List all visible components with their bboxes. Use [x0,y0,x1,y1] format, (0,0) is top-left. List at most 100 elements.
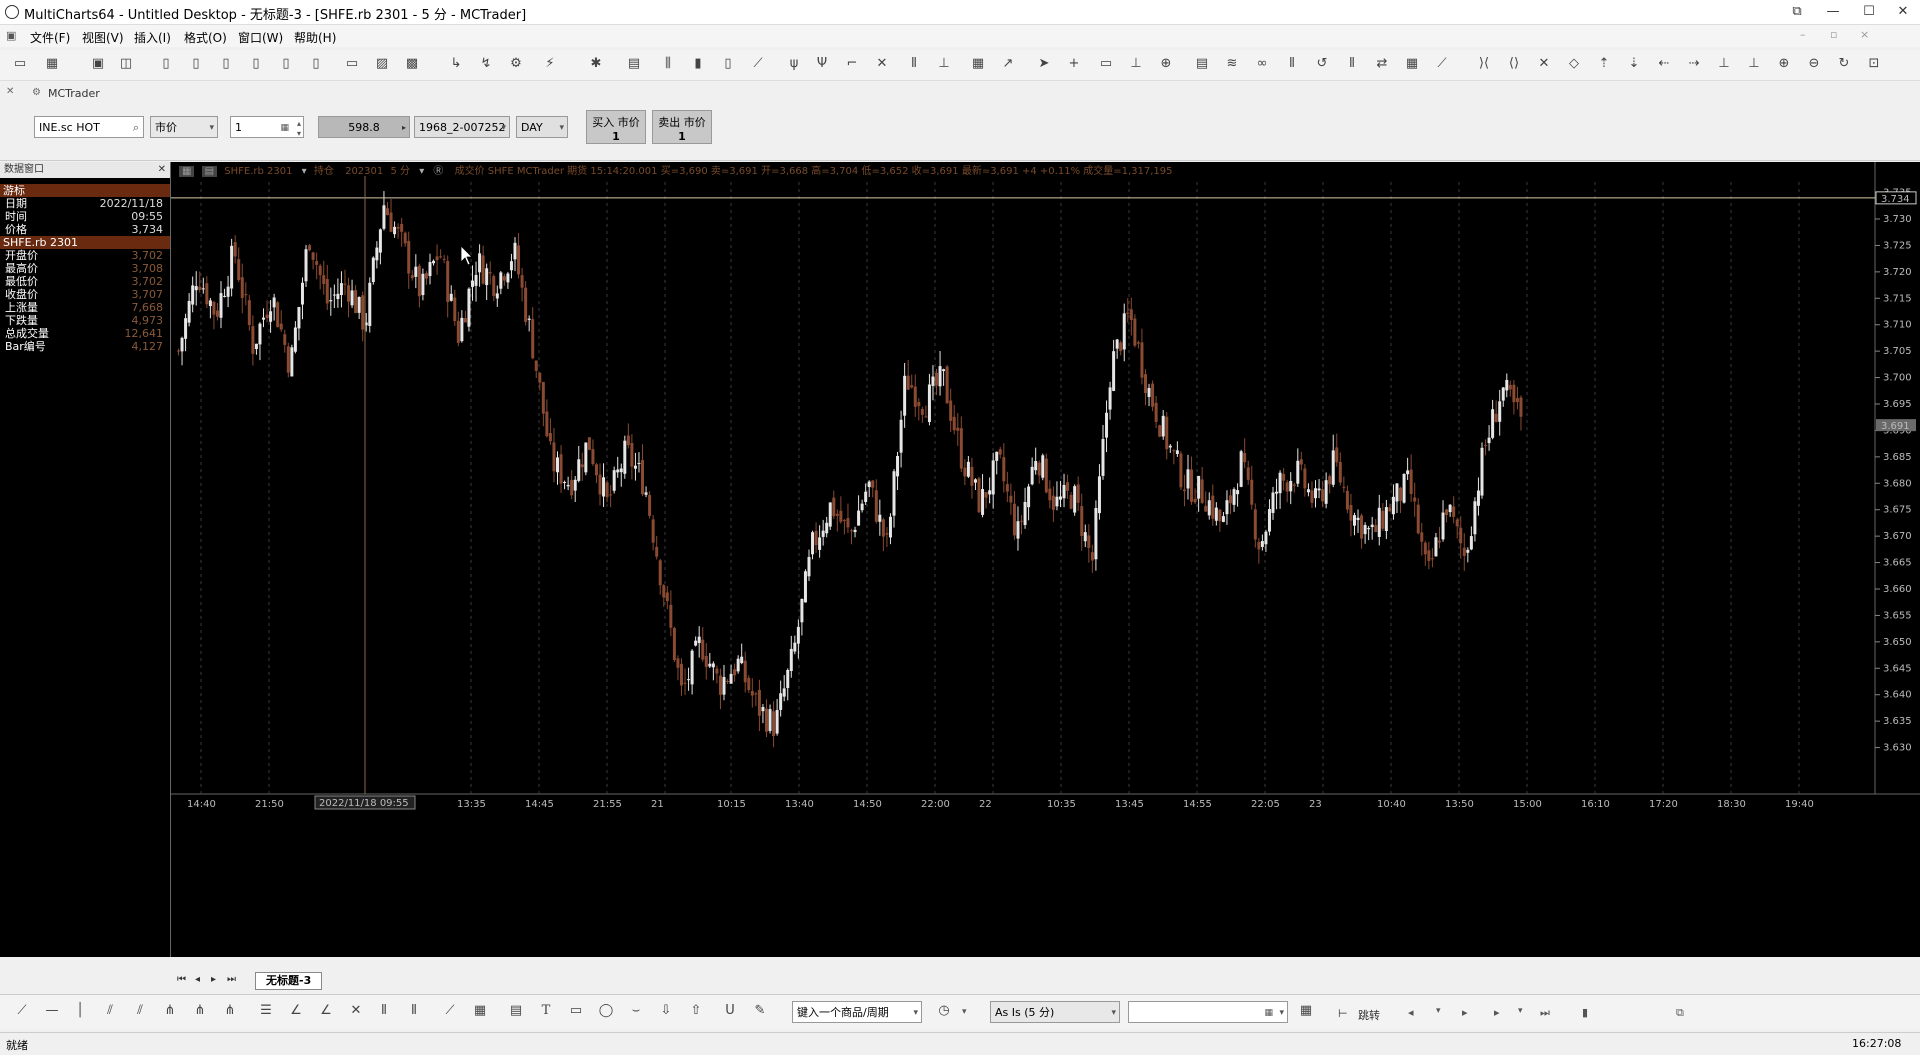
chevron-down-icon[interactable]: ▾ [962,1007,967,1017]
calc-draw-icon[interactable]: ▤ [509,1003,523,1018]
interval-select[interactable]: As Is (5 分) ▾ [990,1001,1120,1023]
tab-first-icon[interactable]: ⏮ [177,974,186,985]
symbol-field[interactable]: INE.sc HOT ⌕ [34,116,144,138]
scroll-up-icon[interactable]: ⇡ [1598,56,1610,71]
clock-icon[interactable]: ◷ [938,1003,950,1018]
chevron-down-icon[interactable]: ▾ [1518,1006,1523,1016]
doc2-icon[interactable]: ▯ [192,56,200,71]
reset-x-icon[interactable]: ✕ [1538,56,1550,71]
candle-icon[interactable]: ▮ [694,56,702,71]
trendline-icon[interactable]: ⟋ [17,1003,27,1018]
link-icon[interactable]: ∞ [1256,56,1268,71]
magnify-in-icon[interactable]: ⊕ [1778,56,1790,71]
trader-close-icon[interactable]: ✕ [6,86,15,97]
replay-icon[interactable]: ▮ [1582,1006,1589,1019]
settings-icon[interactable]: ✱ [590,56,602,71]
order-type-select[interactable]: 市价 ▾ [150,116,218,138]
menu-format[interactable]: 格式(O) [184,31,227,45]
stepper-up-icon[interactable]: ▴ [296,119,301,128]
menu-view[interactable]: 视图(V) [82,31,124,45]
strategy-icon[interactable]: ⚙ [510,56,522,71]
minimize-button[interactable]: — [1826,4,1840,19]
volume-icon[interactable]: ⦀ [1349,56,1355,71]
step-back-icon[interactable]: ◂ [1408,1006,1414,1019]
calendar2-icon[interactable]: ▦ [1299,1003,1313,1018]
jump-button[interactable]: 跳转 [1358,1009,1380,1022]
menu-help[interactable]: 帮助(H) [294,31,337,45]
grid-icon[interactable]: ▦ [971,56,985,71]
bars-icon[interactable]: ⦀ [911,56,917,71]
sell-market-button[interactable]: 卖出 市价 1 [652,110,712,144]
parallel-icon[interactable]: ⫽ [137,1003,143,1018]
anchor-icon[interactable]: ⊥ [1718,56,1730,71]
search-icon[interactable]: ⌕ [132,121,139,134]
close-button[interactable]: ✕ [1897,4,1909,19]
order-icon[interactable]: ⇄ [1376,56,1388,71]
anchor2-icon[interactable]: ⊥ [1748,56,1760,71]
cycle-lines-icon[interactable]: ⦀ [411,1003,417,1018]
fib-icon[interactable]: ⋔ [224,1003,236,1018]
auto-trade-icon[interactable]: ⚡ [545,56,555,71]
hist-icon[interactable]: ⊥ [938,56,950,71]
menu-file[interactable]: 文件(F) [30,31,71,45]
price-chart[interactable]: ▦ ▤ SHFE.rb 2301 ▾ 持仓 202301 5 分 ▾ Ⓡ 成交价… [171,162,1920,957]
save-icon[interactable]: ▣ [91,56,105,71]
doc-icon[interactable]: ▯ [162,56,170,71]
fan-icon[interactable]: ⋔ [164,1003,176,1018]
price-field[interactable]: 598.8 ▸ [318,116,410,138]
step-icon[interactable]: ⌐ [846,56,858,71]
jump-icon[interactable]: ⊢ [1338,1007,1348,1020]
date-jump-field[interactable]: ▦ ▾ [1128,1001,1288,1023]
refresh-icon[interactable]: ↻ [1838,56,1850,71]
scroll-down-icon[interactable]: ⇣ [1628,56,1640,71]
pitchfork2-icon[interactable]: Ψ [816,56,828,71]
picture-icon[interactable]: ▨ [375,56,389,71]
open-icon[interactable]: ◫ [119,56,133,71]
playback-icon[interactable]: ⧉ [1676,1006,1684,1019]
fib-ext-icon[interactable]: ∠ [290,1003,302,1018]
channel-icon[interactable]: ⫽ [107,1003,113,1018]
new-chart-icon[interactable]: ▦ [45,56,59,71]
comment-icon[interactable]: ▭ [1099,56,1113,71]
stepper-down-icon[interactable]: ▾ [296,129,301,138]
chart-settings-icon[interactable]: ▦ [179,166,195,177]
zoom-in-x-icon[interactable]: ⟩⟨ [1478,56,1490,71]
cycle-icon[interactable]: ↺ [1316,56,1328,71]
tab-next-icon[interactable]: ▸ [211,974,217,985]
mdi-close-icon[interactable]: × [1860,28,1870,41]
window-icon[interactable]: ▭ [345,56,359,71]
zoom-area-icon[interactable]: ⊕ [1160,56,1172,71]
scroll-left-icon[interactable]: ⇠ [1658,56,1670,71]
tab-sheet[interactable]: 无标题-3 [255,972,323,990]
zoom-y-icon[interactable]: ◇ [1569,56,1579,71]
ellipse-icon[interactable]: ◯ [598,1003,614,1018]
doc6-icon[interactable]: ▯ [312,56,320,71]
refresh-icon[interactable]: Ⓡ [433,166,444,177]
price-arrow-icon[interactable]: ▸ [401,123,406,132]
end-icon[interactable]: ⏭ [1540,1006,1550,1019]
scroll-right-icon[interactable]: ⇢ [1688,56,1700,71]
gann-icon[interactable]: ⋔ [194,1003,206,1018]
dom-icon[interactable]: ▤ [1195,56,1209,71]
calc-icon[interactable]: ▦ [280,123,289,133]
interval-dropdown-icon[interactable]: ▾ [419,166,425,177]
chart-data-icon[interactable]: ▤ [201,166,218,177]
doc3-icon[interactable]: ▯ [222,56,230,71]
play-icon[interactable]: ▸ [1494,1006,1500,1019]
arrow-down-draw-icon[interactable]: ⇩ [660,1003,672,1018]
fib-fan-icon[interactable]: ∠ [320,1003,332,1018]
portfolio-icon[interactable]: ▦ [1405,56,1419,71]
menu-window[interactable]: 窗口(W) [238,31,284,45]
calendar-icon[interactable]: ▦ [1264,1008,1273,1018]
chart-window-icon[interactable]: ▩ [405,56,419,71]
doc4-icon[interactable]: ▯ [252,56,260,71]
grid-draw-icon[interactable]: ▦ [473,1003,487,1018]
rectangle-icon[interactable]: ▭ [569,1003,583,1018]
symbol-interval-input[interactable]: 键入一个商品/周期 ▾ [792,1001,922,1023]
text-tool-icon[interactable]: T [541,1003,551,1018]
pitchfork-icon[interactable]: ψ [789,56,799,71]
chevron-down-icon[interactable]: ▾ [1436,1006,1441,1016]
eraser-icon[interactable]: ✎ [754,1003,766,1018]
menu-insert[interactable]: 插入(I) [134,31,171,45]
cross-icon[interactable]: ✕ [876,56,888,71]
